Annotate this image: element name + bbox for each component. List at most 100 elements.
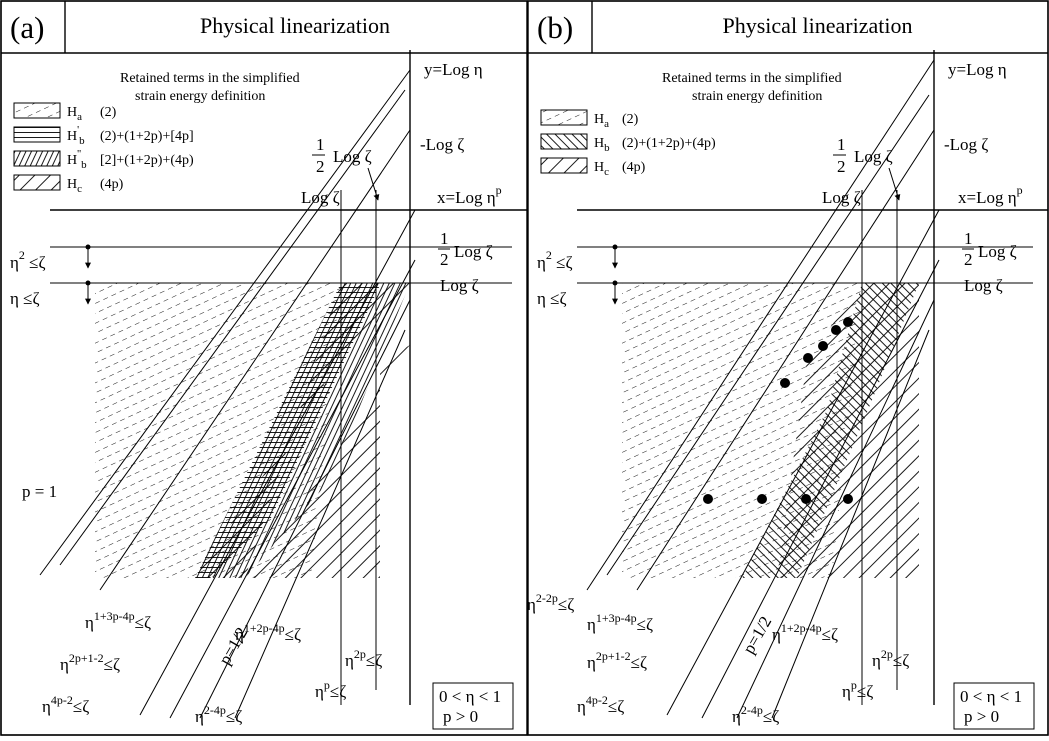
- cond-eta: η ≤ζ: [537, 289, 567, 308]
- log-zeta-right: Log ζ: [964, 276, 1003, 295]
- diagonal-line-3: [169, 259, 416, 719]
- line-label-4: η1+2p-4p≤ζ: [235, 621, 301, 644]
- log-zeta-x-label: Log ζ: [301, 188, 340, 207]
- diagonal-line-0: [586, 59, 935, 591]
- dot-8: [843, 494, 853, 504]
- line-label-2: η4p-2≤ζ: [42, 693, 89, 716]
- dot-2: [818, 341, 828, 351]
- legend-terms-1: (2)+(1+2p)+[4p]: [100, 129, 194, 144]
- diagonal-line-1: [636, 129, 935, 591]
- condition-box-line1: 0 < η < 1: [439, 687, 501, 706]
- diagonal-line-2: [139, 209, 416, 716]
- cond-eta2: η2 ≤ζ: [10, 248, 46, 272]
- panel-label: (b): [537, 10, 573, 45]
- line-label-1: η1+3p-4p≤ζ: [587, 611, 653, 634]
- legend-heading-2: strain energy definition: [135, 89, 265, 104]
- legend-symbol-1: Hb: [594, 136, 610, 154]
- panel-title: Physical linearization: [723, 13, 913, 38]
- legend-terms-0: (2): [622, 112, 639, 127]
- legend-swatch-1: [13, 126, 61, 143]
- legend-symbol-2: Hc: [594, 160, 609, 178]
- panel-label: (a): [10, 10, 44, 45]
- line-label-0: η1+3p-4p≤ζ: [85, 609, 151, 632]
- legend-swatch-1: [540, 133, 588, 150]
- panel-frame: [0, 0, 528, 736]
- half-num-right: 1: [440, 229, 449, 248]
- panel-title: Physical linearization: [200, 13, 390, 38]
- legend-symbol-2: H''b: [67, 148, 87, 171]
- line-label-3: η2-4p≤ζ: [195, 703, 242, 726]
- neg-log-zeta-label: -Log ζ: [420, 135, 464, 154]
- half-den-right: 2: [440, 250, 449, 269]
- x-axis-label: x=Log ηp: [958, 183, 1023, 207]
- line-label-2: η2p+1-2≤ζ: [587, 649, 647, 672]
- half-num-top: 1: [837, 135, 846, 154]
- line-label-5: η2p≤ζ: [345, 647, 382, 670]
- legend-symbol-3: Hc: [67, 177, 82, 195]
- half-log-zeta-right: Log ζ: [978, 242, 1017, 261]
- legend-symbol-0: Ha: [594, 112, 609, 130]
- legend-swatch-2: [540, 157, 588, 174]
- legend-terms-2: (4p): [622, 160, 646, 175]
- diagonal-line-1: [99, 129, 411, 591]
- legend-symbol-1: H'b: [67, 124, 85, 147]
- dot-0: [843, 317, 853, 327]
- condition-box-line2: p > 0: [443, 707, 478, 726]
- diagonal-line-0: [39, 69, 411, 576]
- diagonal-line-3: [701, 259, 940, 719]
- p-eq-1-label: p = 1: [22, 482, 57, 501]
- y-axis-label: y=Log η: [948, 60, 1007, 79]
- cond-eta2: η2 ≤ζ: [537, 248, 573, 272]
- dot-7: [801, 494, 811, 504]
- diagonal-line-6: [59, 89, 406, 566]
- log-zeta-x-label: Log ζ: [822, 188, 861, 207]
- half-den-right: 2: [964, 250, 973, 269]
- legend-symbol-0: Ha: [67, 105, 82, 123]
- dot-1: [831, 325, 841, 335]
- dot-4: [780, 378, 790, 388]
- y-axis-label: y=Log η: [424, 60, 483, 79]
- half-log-zeta-arrow: [888, 167, 901, 201]
- diagonal-line-2: [666, 209, 940, 716]
- legend-heading-2: strain energy definition: [692, 89, 822, 104]
- half-log-zeta-top: Log ζ: [333, 147, 372, 166]
- panel-frame: [527, 0, 1049, 736]
- legend-terms-3: (4p): [100, 177, 124, 192]
- line-label-7: ηp≤ζ: [842, 678, 873, 701]
- region-Hb1: [195, 283, 381, 578]
- line-label-6: ηp≤ζ: [315, 678, 346, 701]
- region-Hb: [742, 283, 919, 578]
- half-den-top: 2: [837, 157, 846, 176]
- region-Hc-lower: [250, 345, 410, 578]
- neg-log-zeta-label: -Log ζ: [944, 135, 988, 154]
- legend-swatch-0: [13, 102, 61, 119]
- condition-box-line1: 0 < η < 1: [960, 687, 1022, 706]
- x-axis-label: x=Log ηp: [437, 183, 502, 207]
- diagonal-line-5: [771, 329, 930, 719]
- dot-5: [703, 494, 713, 504]
- diagonal-line-4: [736, 299, 935, 719]
- dot-3: [803, 353, 813, 363]
- legend-heading-1: Retained terms in the simplified: [120, 71, 300, 86]
- condition-box-line2: p > 0: [964, 707, 999, 726]
- line-label-3: η4p-2≤ζ: [577, 693, 624, 716]
- line-label-6: η2p≤ζ: [872, 647, 909, 670]
- log-zeta-right: Log ζ: [440, 276, 479, 295]
- legend-terms-2: [2]+(1+2p)+(4p): [100, 153, 194, 168]
- dot-6: [757, 494, 767, 504]
- half-log-zeta-arrow: [367, 167, 380, 201]
- half-num-right: 1: [964, 229, 973, 248]
- diagonal-line-4: [199, 299, 411, 719]
- line-label-1: η2p+1-2≤ζ: [60, 651, 120, 674]
- legend-terms-1: (2)+(1+2p)+(4p): [622, 136, 716, 151]
- legend-swatch-0: [540, 109, 588, 126]
- panel-b: (b) Physical linearization y=Log η x=Log ηp…: [527, 0, 1049, 736]
- line-label-0: η2-2p≤ζ: [527, 591, 574, 614]
- line-label-5: η1+2p-4p≤ζ: [772, 621, 838, 644]
- legend-swatch-3: [13, 174, 61, 191]
- panel-a: (a) Physical linearization y=Log η x=Log ηp…: [0, 0, 528, 736]
- diagonal-line-6: [606, 94, 930, 576]
- half-log-zeta-right: Log ζ: [454, 242, 493, 261]
